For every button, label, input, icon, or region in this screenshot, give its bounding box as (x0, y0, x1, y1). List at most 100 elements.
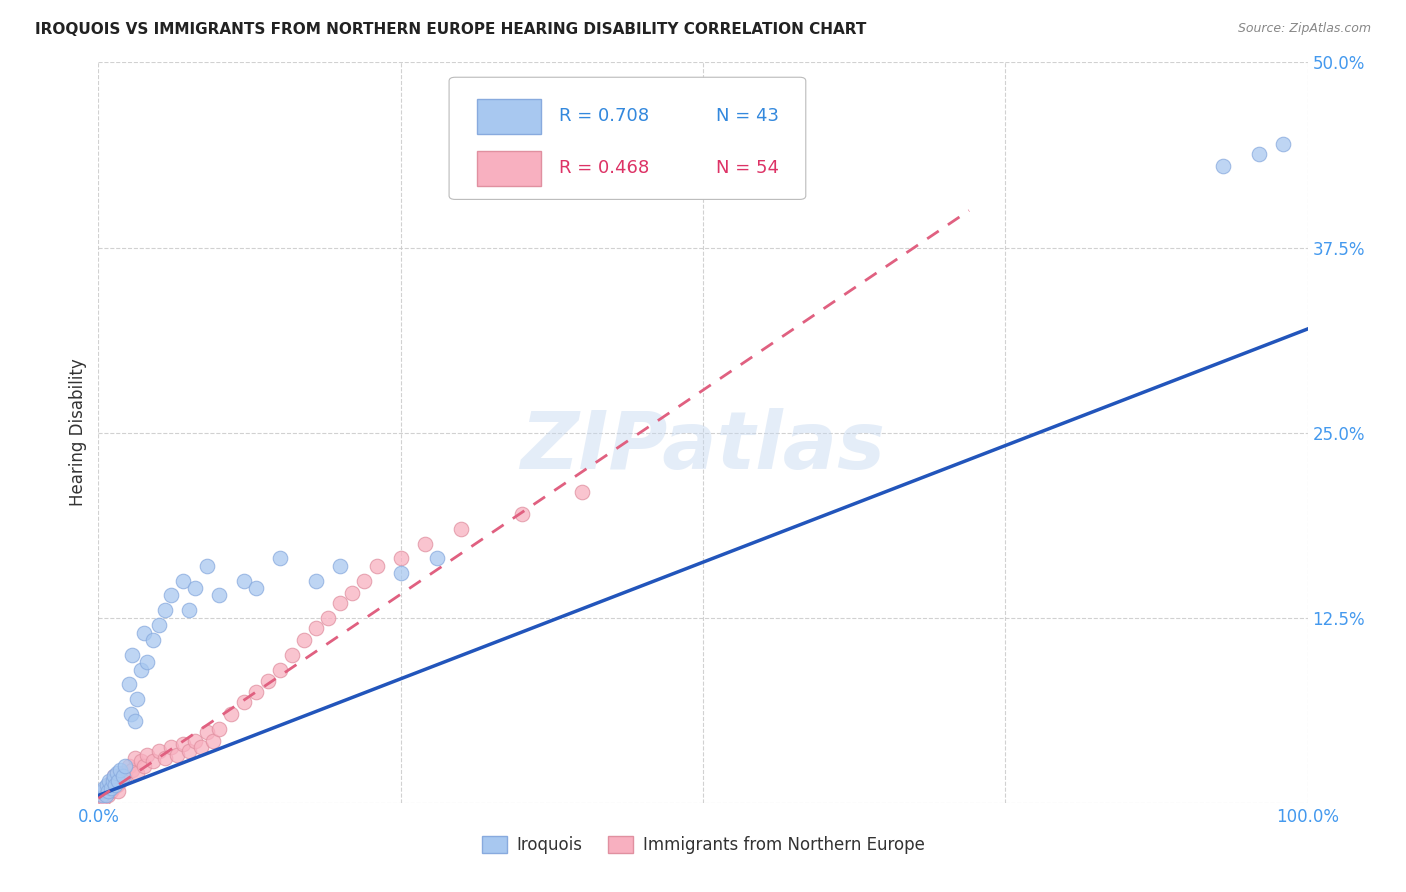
Point (127, 692, 149, 706)
Point (134, 758, 156, 772)
Point (389, 566, 412, 581)
Point (195, 558, 218, 573)
Point (269, 551, 291, 566)
Point (135, 655, 157, 669)
Point (450, 522, 472, 536)
Point (100, 780, 122, 795)
Point (103, 769, 125, 783)
Point (292, 632, 315, 647)
Point (111, 766, 134, 780)
Point (353, 574, 375, 588)
Point (184, 733, 207, 747)
Point (100, 773, 122, 788)
Text: N = 43: N = 43 (716, 108, 779, 126)
Point (101, 773, 124, 788)
Point (269, 663, 291, 677)
Text: R = 0.468: R = 0.468 (558, 160, 650, 178)
Point (103, 769, 125, 783)
Point (118, 758, 141, 772)
Point (90, 791, 112, 805)
Point (124, 751, 146, 765)
Point (316, 610, 339, 624)
Point (111, 769, 134, 783)
Point (245, 581, 267, 595)
Point (184, 581, 207, 595)
Point (245, 685, 267, 699)
Point (148, 744, 170, 758)
Point (93, 780, 115, 795)
Point (202, 733, 225, 747)
FancyBboxPatch shape (477, 151, 541, 186)
Point (96, 778, 118, 792)
Point (91, 789, 114, 803)
Point (142, 755, 165, 769)
Point (366, 558, 388, 573)
Point (129, 755, 152, 769)
Point (98, 773, 121, 788)
Point (305, 574, 328, 588)
Point (127, 766, 149, 780)
Point (107, 784, 129, 798)
Point (97, 789, 120, 803)
Point (96, 780, 118, 795)
Point (305, 621, 328, 635)
Point (93, 791, 115, 805)
Point (91, 784, 114, 798)
Point (329, 596, 352, 610)
Point (232, 695, 254, 709)
Point (91, 784, 114, 798)
Point (232, 574, 254, 588)
Point (1212, 159, 1234, 173)
Point (190, 739, 212, 754)
Point (179, 744, 201, 758)
Point (208, 722, 231, 736)
Point (121, 648, 143, 662)
Point (153, 751, 176, 765)
Text: IROQUOIS VS IMMIGRANTS FROM NORTHERN EUROPE HEARING DISABILITY CORRELATION CHART: IROQUOIS VS IMMIGRANTS FROM NORTHERN EUR… (35, 22, 866, 37)
Point (107, 773, 129, 788)
Point (91, 789, 114, 803)
Legend: Iroquois, Immigrants from Northern Europe: Iroquois, Immigrants from Northern Europ… (475, 830, 931, 861)
Point (281, 648, 304, 662)
Text: N = 54: N = 54 (716, 160, 779, 178)
Point (129, 663, 152, 677)
Point (571, 484, 593, 499)
Point (329, 558, 352, 573)
Point (124, 714, 146, 729)
Point (160, 739, 183, 754)
Point (134, 625, 156, 640)
Point (195, 724, 218, 739)
Text: R = 0.708: R = 0.708 (558, 108, 650, 126)
Point (104, 778, 127, 792)
Point (172, 574, 194, 588)
Point (100, 784, 122, 798)
Point (94, 789, 117, 803)
Point (342, 585, 364, 599)
Text: ZIPatlas: ZIPatlas (520, 409, 886, 486)
Point (413, 536, 436, 550)
Point (166, 748, 188, 763)
Point (1249, 147, 1271, 161)
Point (389, 551, 412, 566)
Point (153, 603, 176, 617)
Point (172, 737, 194, 751)
Point (97, 784, 120, 798)
Point (148, 618, 170, 632)
FancyBboxPatch shape (449, 78, 806, 200)
Point (142, 632, 165, 647)
Y-axis label: Hearing Disability: Hearing Disability (69, 359, 87, 507)
Point (114, 769, 136, 783)
Point (135, 748, 157, 763)
Point (120, 706, 142, 721)
Point (510, 507, 533, 521)
Point (1272, 136, 1295, 151)
Point (108, 773, 131, 788)
Point (121, 763, 143, 777)
Point (98, 778, 121, 792)
Point (105, 778, 128, 792)
Point (118, 677, 141, 691)
Point (101, 780, 124, 795)
Point (105, 766, 128, 780)
Text: Source: ZipAtlas.com: Source: ZipAtlas.com (1237, 22, 1371, 36)
Point (160, 589, 183, 603)
